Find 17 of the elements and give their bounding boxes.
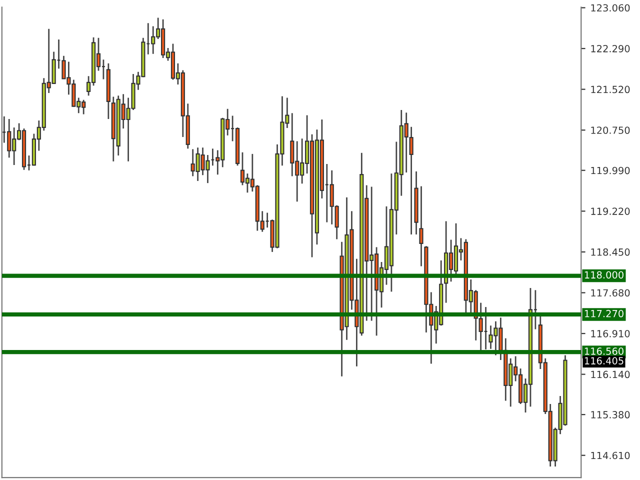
y-tick-label: 120.750: [591, 126, 630, 134]
y-tick-label: 123.060: [591, 4, 630, 12]
text: 116.405: [584, 357, 624, 364]
y-tick-label: 121.520: [591, 86, 630, 94]
y-tick-label: 116.140: [591, 370, 630, 378]
y-tick-label: 116.910: [591, 330, 630, 338]
ref-line-label: 118.000: [584, 271, 624, 279]
y-tick-label: 118.450: [591, 248, 630, 256]
candlestick: [419, 186, 424, 267]
y-tick-label: 114.610: [591, 452, 630, 460]
y-tick-label: 122.290: [591, 44, 630, 52]
y-tick-label: 119.990: [591, 166, 630, 174]
y-tick-label: 117.680: [591, 289, 630, 297]
y-tick-label: 119.220: [591, 208, 630, 215]
ref-line-label: 116.560: [584, 348, 624, 355]
ref-line-label: 117.270: [584, 310, 624, 318]
y-tick-label: 115.380: [591, 411, 630, 418]
